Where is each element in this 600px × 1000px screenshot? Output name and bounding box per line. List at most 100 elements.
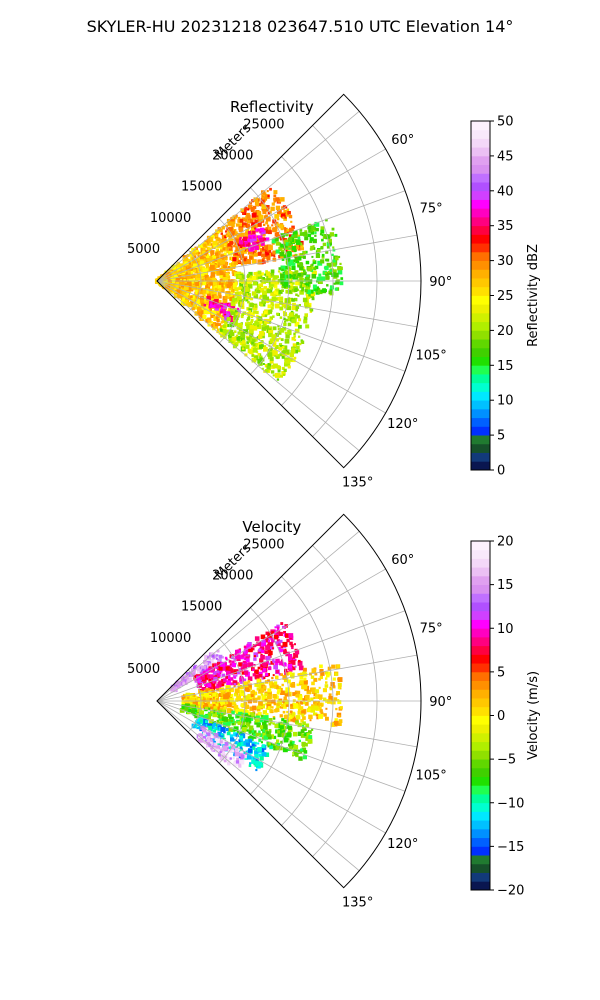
radar-cell-2-460 — [200, 704, 205, 709]
radar-cell-0-542 — [219, 273, 224, 279]
radar-cell-3-297 — [282, 729, 286, 733]
radar-cell-5-61 — [292, 259, 296, 262]
radar-cell-5-66 — [304, 230, 308, 234]
radar-cell-2-482 — [243, 702, 248, 706]
radar-cell-2-574 — [284, 714, 289, 719]
radar-cell-1-373 — [261, 204, 267, 210]
radar-cell-1-365 — [228, 226, 233, 232]
radar-cell-0-951 — [212, 277, 217, 282]
radar-cell-1-237 — [242, 664, 248, 669]
radar-cell-1-313 — [285, 633, 290, 638]
radar-cell-4-75 — [261, 367, 264, 370]
radar-cell-4-443 — [262, 335, 265, 339]
radar-cell-0-966 — [221, 269, 224, 272]
colorbar-tick-label: 5 — [497, 429, 505, 444]
radar-cell-0-813 — [214, 287, 219, 292]
radar-cell-1-258 — [273, 255, 276, 258]
radar-cell-3-116 — [261, 737, 266, 741]
radar-cell-4-328 — [278, 346, 283, 351]
radar-cell-5-101 — [315, 253, 321, 258]
radar-cell-4-187 — [262, 363, 265, 365]
azimuth-tick-label: 90° — [429, 695, 452, 710]
radar-cell-0-432 — [224, 261, 227, 264]
panel-title: Reflectivity — [230, 98, 314, 116]
radar-cell-1-281 — [235, 649, 239, 654]
radar-cell-2-37 — [300, 719, 304, 723]
radar-cell-5-165 — [275, 249, 280, 254]
radar-cell-1-212 — [274, 232, 279, 237]
azimuth-spoke-70 — [156, 610, 406, 702]
radar-cell-1-275 — [289, 641, 293, 646]
radar-cell-0-990 — [204, 305, 209, 310]
radar-cell-1-304 — [267, 642, 272, 646]
radar-cell-5-38 — [304, 282, 307, 285]
radar-cell-4-139 — [195, 725, 198, 728]
radar-cell-1-379 — [288, 245, 293, 249]
radar-cell-4-548 — [273, 275, 278, 280]
radar-cell-4-404 — [281, 371, 286, 376]
radar-cell-2-465 — [272, 694, 277, 699]
radar-cell-2-268 — [282, 700, 285, 704]
radar-cell-4-624 — [273, 350, 278, 356]
radar-cell-2-137 — [296, 683, 300, 687]
radar-cell-3-183 — [260, 725, 265, 730]
radar-cell-5-208 — [330, 261, 336, 267]
radar-cell-0-915 — [199, 290, 204, 295]
radar-cell-4-171 — [214, 726, 217, 730]
radar-cell-2-17 — [246, 238, 251, 243]
radar-cell-5-201 — [289, 259, 294, 264]
radar-cell-5-137 — [326, 258, 330, 262]
radar-cell-0-83 — [176, 684, 181, 689]
radar-cell-4-403 — [280, 374, 283, 378]
radar-cell-4-321 — [274, 345, 279, 349]
radar-cell-3-91 — [301, 724, 305, 728]
radar-cell-1-363 — [245, 658, 250, 663]
colorbar-segment — [471, 365, 490, 375]
radar-cell-2-253 — [212, 703, 216, 707]
radar-cell-5-216 — [306, 289, 312, 294]
radar-cell-4-643 — [267, 352, 272, 357]
radar-cell-5-68 — [223, 759, 227, 763]
radar-cell-3-239 — [288, 745, 293, 750]
radar-cell-0-63 — [227, 267, 231, 271]
radar-cell-1-19 — [278, 255, 282, 259]
radar-cell-3-281 — [267, 735, 272, 740]
radar-cell-3-257 — [194, 715, 198, 719]
radar-cell-4-620 — [273, 294, 276, 297]
radar-cell-3-167 — [249, 728, 255, 733]
radar-cell-5-254 — [334, 287, 338, 291]
radar-cell-2-93 — [224, 689, 228, 692]
radar-cell-0-155 — [225, 268, 229, 272]
radar-cell-5-173 — [320, 246, 324, 249]
radar-cell-2-61 — [215, 705, 221, 711]
radar-cell-1-268 — [257, 203, 261, 207]
radar-cell-1-270 — [223, 662, 227, 666]
radar-cell-1-272 — [235, 238, 241, 244]
radar-cell-1-307 — [247, 250, 252, 255]
radar-cell-0-651 — [222, 263, 228, 269]
colorbar-tick-label: 30 — [497, 254, 514, 269]
radar-cell-1-247 — [243, 645, 247, 649]
radar-cell-4-125 — [279, 296, 284, 301]
colorbar-segment — [471, 715, 490, 725]
radar-cell-1-172 — [256, 238, 262, 243]
radar-cell-1-331 — [208, 679, 211, 682]
radar-cell-5-86 — [240, 754, 245, 759]
radar-cell-0-99 — [198, 666, 202, 670]
radar-cell-5-149 — [311, 225, 316, 230]
radar-cell-5-193 — [292, 262, 296, 266]
radar-cell-2-340 — [233, 685, 236, 688]
radar-cell-3-106 — [194, 709, 198, 714]
radar-cell-1-116 — [251, 222, 255, 226]
colorbar-segment — [471, 330, 490, 340]
radar-cell-5-273 — [320, 276, 326, 281]
radar-cell-5-106 — [217, 753, 221, 757]
radar-cell-4-204 — [253, 272, 257, 275]
radar-cell-1-375 — [276, 223, 280, 227]
radar-cell-1-360 — [264, 650, 269, 654]
radar-cell-1-309 — [228, 238, 233, 243]
radar-cell-5-252 — [278, 267, 282, 270]
radar-cell-4-162 — [233, 753, 236, 757]
radar-cell-1-208 — [284, 648, 287, 651]
